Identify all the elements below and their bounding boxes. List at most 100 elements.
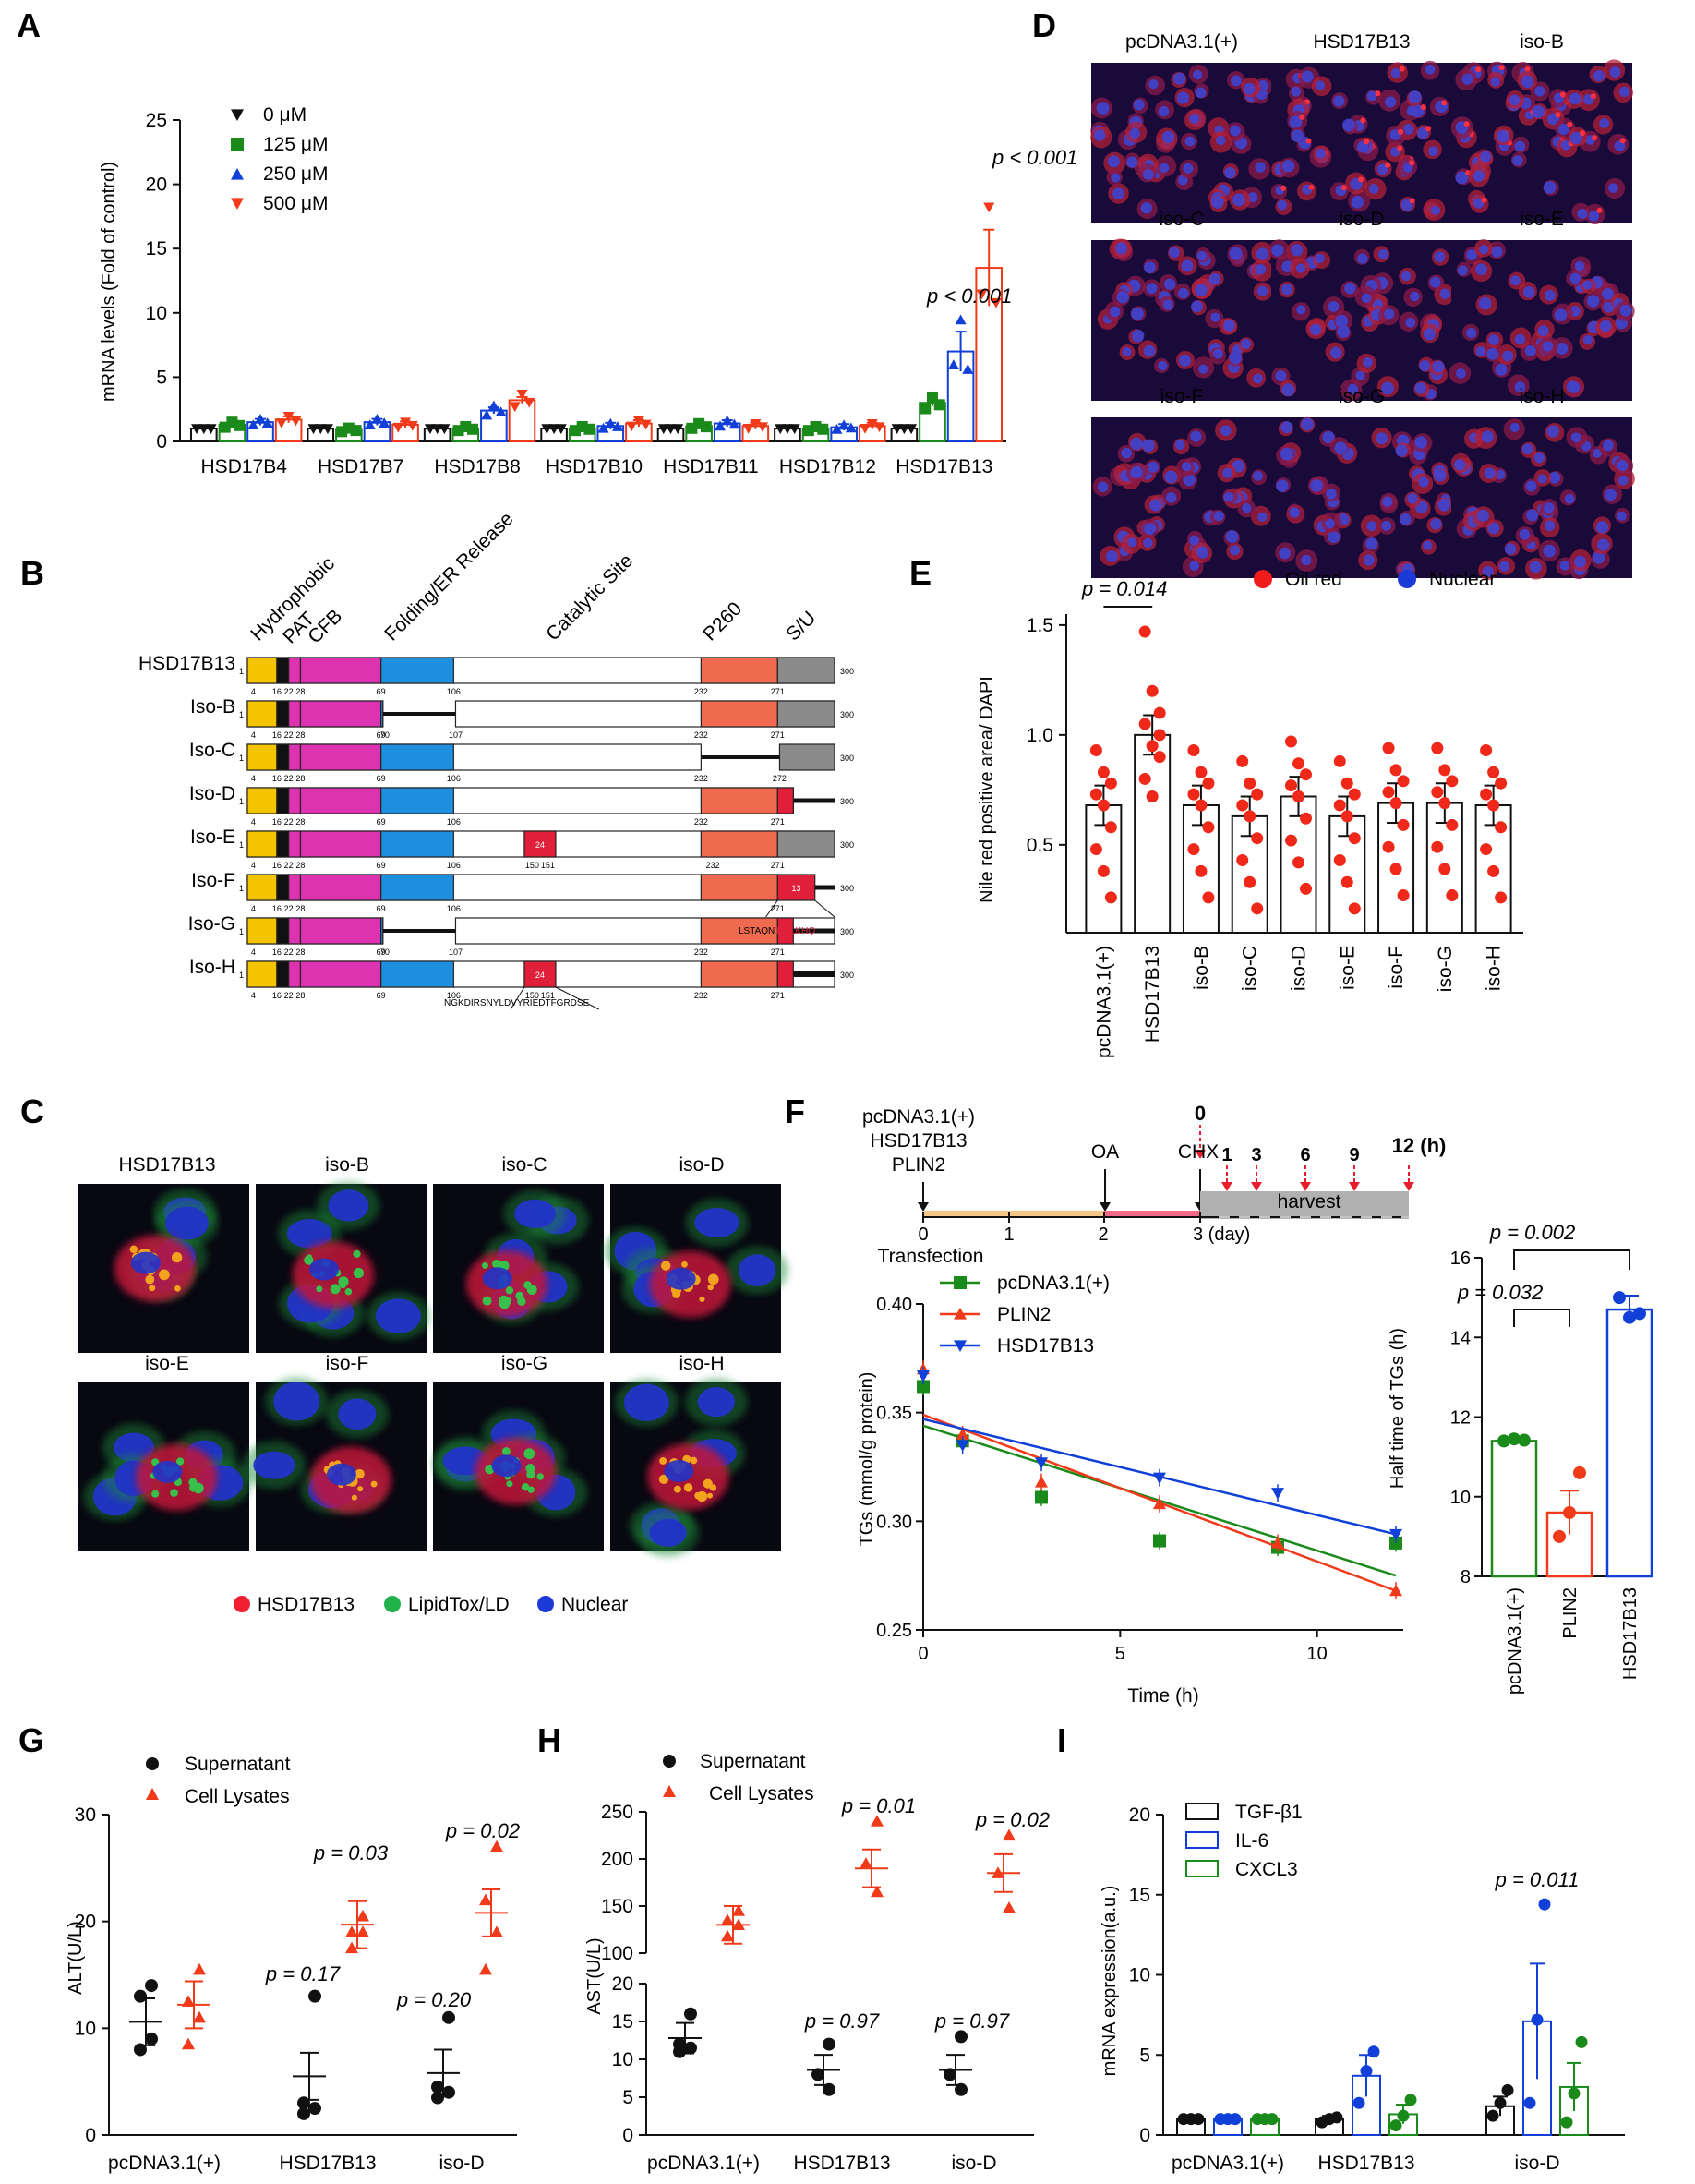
aa-number: 69 bbox=[377, 861, 386, 870]
g-point-lysate bbox=[193, 2010, 206, 2023]
c-image bbox=[604, 1184, 789, 1353]
a-point bbox=[632, 416, 644, 427]
aa-number: 69 bbox=[377, 687, 386, 696]
nucleus bbox=[1437, 498, 1451, 512]
nucleus bbox=[1510, 275, 1521, 286]
e-point bbox=[1153, 729, 1166, 742]
e-point bbox=[1431, 742, 1444, 754]
nucleus bbox=[1405, 317, 1416, 328]
nucleus bbox=[1255, 263, 1267, 275]
c-legend-lipidtox: LipidTox/LD bbox=[408, 1594, 510, 1615]
e-ytick-label: 1.5 bbox=[1027, 615, 1053, 636]
a-point bbox=[781, 424, 793, 435]
nucleus bbox=[1309, 323, 1322, 336]
f-arrow-harvest-head bbox=[1251, 1182, 1262, 1191]
domain-su: S/U bbox=[782, 608, 820, 646]
e-point bbox=[1251, 832, 1264, 845]
domain-cfb-box bbox=[288, 960, 302, 988]
panel-letter-f: F bbox=[785, 1092, 805, 1130]
nucleus bbox=[1382, 496, 1393, 507]
lipid-droplet bbox=[699, 1296, 705, 1303]
nucleus bbox=[1512, 155, 1523, 166]
d-legend-red-dot bbox=[1254, 570, 1272, 588]
aa-number: 4 bbox=[251, 687, 256, 696]
f-bar-point bbox=[1573, 1466, 1586, 1479]
a-ytick-label: 25 bbox=[146, 110, 167, 131]
e-point bbox=[1348, 788, 1361, 801]
c-image-cells bbox=[83, 1423, 252, 1521]
nucleus bbox=[1561, 139, 1571, 151]
nucleus bbox=[1457, 265, 1468, 276]
c-image bbox=[78, 1184, 249, 1353]
e-point bbox=[1244, 810, 1256, 823]
domain-p260-box bbox=[700, 874, 778, 901]
lipid-droplet bbox=[1567, 121, 1573, 127]
lipid-droplet bbox=[159, 1269, 170, 1281]
nucleus bbox=[1231, 75, 1242, 87]
h-point-supernatant bbox=[955, 2082, 968, 2096]
nucleus bbox=[130, 1251, 161, 1274]
d-image-cells bbox=[1449, 239, 1635, 398]
e-point bbox=[1097, 799, 1110, 812]
domain-p260-box bbox=[700, 830, 778, 858]
aa-number: 28 bbox=[295, 947, 305, 957]
h-point-lysate bbox=[721, 1913, 734, 1925]
domain-cfb-box bbox=[299, 830, 382, 858]
aa-number: 106 bbox=[447, 861, 461, 870]
nucleus bbox=[1390, 67, 1401, 78]
e-point bbox=[1348, 902, 1361, 915]
nucleus bbox=[1121, 447, 1133, 459]
nucleus bbox=[1196, 546, 1209, 559]
panel-letter-h: H bbox=[537, 1721, 561, 1759]
e-point bbox=[1104, 891, 1117, 904]
a-point bbox=[191, 424, 203, 435]
e-category-label: pcDNA3.1(+) bbox=[1093, 946, 1114, 1058]
nucleus bbox=[1400, 271, 1412, 282]
g-point-supernatant bbox=[442, 2010, 455, 2024]
e-point bbox=[1487, 864, 1500, 877]
g-point-lysate bbox=[345, 1925, 358, 1937]
e-point bbox=[1202, 777, 1215, 790]
nucleus bbox=[1502, 350, 1514, 362]
domain-insert-box bbox=[523, 960, 557, 988]
f-bar-point bbox=[1518, 1433, 1531, 1447]
domain-folding-box bbox=[380, 830, 454, 858]
nucleus bbox=[1532, 105, 1545, 118]
lipid-droplet bbox=[1358, 176, 1364, 183]
nucleus bbox=[1498, 561, 1510, 572]
nucleus bbox=[1291, 244, 1304, 257]
e-point bbox=[1480, 744, 1493, 757]
f-bar-category: PLIN2 bbox=[1560, 1587, 1581, 1639]
e-point bbox=[1236, 799, 1249, 812]
i-legend-il6: IL-6 bbox=[1235, 1830, 1268, 1852]
nucleus bbox=[1224, 166, 1236, 179]
a-point bbox=[873, 422, 885, 433]
f-point bbox=[917, 1370, 930, 1382]
aa-number: 22 bbox=[284, 730, 294, 740]
domain-cfb-box bbox=[299, 874, 382, 901]
e-point bbox=[1389, 764, 1402, 777]
nucleus bbox=[1439, 288, 1450, 299]
a-point bbox=[583, 423, 595, 435]
d-label-iso-e: iso-E bbox=[1520, 209, 1564, 230]
nucleus bbox=[1328, 301, 1340, 312]
lipid-droplet bbox=[370, 1480, 378, 1488]
g-pvalue-hsd-sup: p = 0.17 bbox=[265, 1962, 341, 1985]
a-point bbox=[728, 418, 740, 429]
aa-number: 271 bbox=[771, 904, 785, 913]
c-label-iso-f: iso-F bbox=[326, 1353, 369, 1374]
aa-number: 106 bbox=[447, 817, 461, 827]
aa-number: 232 bbox=[694, 817, 708, 827]
e-point bbox=[1244, 875, 1256, 888]
g-point-lysate bbox=[345, 1941, 358, 1954]
insert-length: 24 bbox=[535, 971, 545, 980]
f-point bbox=[1389, 1528, 1402, 1541]
h-point-supernatant bbox=[673, 2045, 686, 2058]
f-point bbox=[1035, 1457, 1048, 1469]
nucleus bbox=[1301, 70, 1314, 83]
c-label-hsd17b13: HSD17B13 bbox=[118, 1154, 215, 1176]
domain-hydrophobic-box bbox=[246, 787, 278, 814]
e-point bbox=[1397, 818, 1410, 831]
d-label-iso-g: iso-G bbox=[1339, 386, 1385, 407]
